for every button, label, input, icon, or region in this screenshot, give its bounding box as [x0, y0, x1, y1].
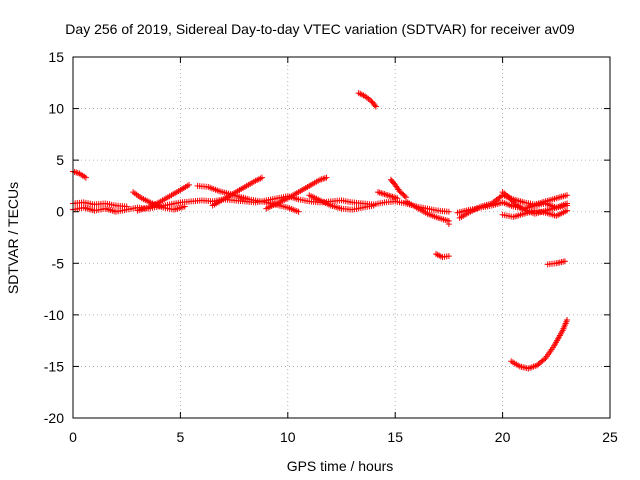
series-arc-21: [508, 317, 571, 372]
grid-lines: [73, 57, 610, 418]
series-arc-8: [263, 174, 330, 212]
data-point: [445, 208, 452, 215]
data-point: [123, 203, 130, 210]
data-points: [70, 90, 571, 372]
series-arc-5: [134, 181, 192, 214]
series-arc-19: [499, 207, 571, 220]
data-point: [564, 317, 571, 324]
series-arc-3: [70, 199, 130, 210]
data-point: [564, 200, 571, 207]
data-point: [82, 174, 89, 181]
x-axis-label: GPS time / hours: [287, 458, 394, 474]
x-tick-label: 0: [69, 429, 77, 445]
series-arc-7: [209, 174, 266, 209]
data-point: [181, 203, 188, 210]
data-point: [401, 193, 408, 200]
series-arc-1: [70, 168, 89, 181]
data-point: [564, 207, 571, 214]
data-point: [564, 192, 571, 199]
data-point: [511, 200, 518, 207]
series-arc-10: [355, 90, 379, 110]
data-point: [445, 221, 452, 228]
data-point: [370, 202, 377, 209]
data-point: [561, 258, 568, 265]
data-point: [509, 198, 516, 205]
data-point: [323, 174, 330, 181]
data-point: [508, 197, 515, 204]
data-point: [295, 208, 302, 215]
data-point: [185, 181, 192, 188]
data-point: [541, 356, 548, 363]
x-tick-label: 5: [177, 429, 185, 445]
x-tick-label: 15: [387, 429, 403, 445]
y-axis-label: SDTVAR / TECUs: [5, 182, 21, 294]
x-tick-label: 20: [495, 429, 511, 445]
plot-frame: [72, 56, 611, 419]
x-tick-label: 25: [602, 429, 618, 445]
y-tick-label: -10: [44, 307, 64, 323]
data-point: [394, 195, 401, 202]
y-tick-label: -20: [44, 410, 64, 426]
data-point: [371, 102, 378, 109]
series-arc-12: [387, 176, 409, 201]
series-arc-9: [306, 192, 377, 213]
y-tick-label: 5: [56, 152, 64, 168]
y-tick-label: 10: [48, 101, 64, 117]
data-point: [445, 253, 452, 260]
series-arc-20: [544, 258, 568, 268]
y-tick-label: 0: [56, 204, 64, 220]
x-tick-label: 10: [280, 429, 296, 445]
data-point: [372, 103, 379, 110]
series-arc-15: [445, 221, 452, 228]
y-tick-label: -5: [52, 255, 65, 271]
data-point: [506, 194, 513, 201]
x-tick-labels: 0 5 10 15 20 25: [69, 429, 618, 445]
series-arc-14: [433, 251, 452, 261]
y-tick-label: -15: [44, 358, 64, 374]
series-arc-11: [375, 189, 401, 202]
data-point: [507, 195, 514, 202]
y-tick-label: 15: [48, 49, 64, 65]
axis-ticks: [72, 56, 611, 419]
series-arc-13: [402, 198, 452, 224]
chart-title: Day 256 of 2019, Sidereal Day-to-day VTE…: [65, 21, 575, 37]
data-point: [259, 174, 266, 181]
y-tick-labels: 15 10 5 0 -5 -10 -15 -20: [44, 49, 64, 426]
